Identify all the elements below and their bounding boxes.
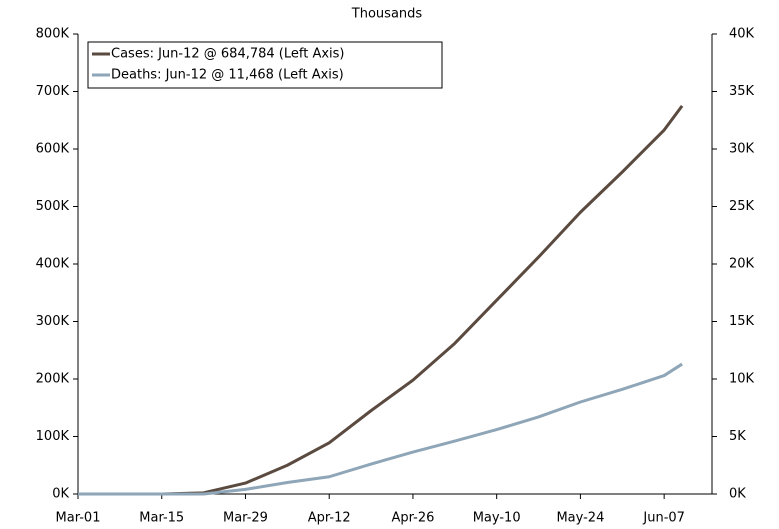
x-tick-label: Jun-07 [642,511,685,526]
legend-label: Deaths: Jun-12 @ 11,468 (Left Axis) [111,68,344,83]
y2-tick-label: 25K [729,199,755,214]
y-tick-label: 400K [36,257,70,272]
chart-title: Thousands [351,7,423,22]
x-tick-label: Apr-26 [391,511,434,526]
legend-label: Cases: Jun-12 @ 684,784 (Left Axis) [111,47,345,62]
y-tick-label: 300K [36,314,70,329]
y-tick-label: 0K [52,487,69,502]
y-tick-label: 100K [36,429,70,444]
x-tick-label: Mar-29 [223,511,268,526]
x-tick-label: Mar-15 [139,511,184,526]
y2-tick-label: 10K [729,372,755,387]
y-tick-label: 800K [36,27,70,42]
y2-tick-label: 35K [729,84,755,99]
series-line [78,104,684,496]
y-tick-label: 600K [36,142,70,157]
y-tick-label: 500K [36,199,70,214]
series-line [78,362,683,496]
y-tick-label: 200K [36,372,70,387]
x-tick-label: Apr-12 [308,511,351,526]
y2-tick-label: 20K [729,257,755,272]
x-tick-label: Mar-01 [56,511,101,526]
y2-tick-label: 30K [729,142,755,157]
y-tick-label: 700K [36,84,70,99]
x-tick-label: May-10 [473,511,521,526]
legend-box [87,41,443,89]
y2-tick-label: 0K [729,487,746,502]
x-tick-label: May-24 [556,511,604,526]
y2-tick-label: 15K [729,314,755,329]
y2-tick-label: 40K [729,27,755,42]
y2-tick-label: 5K [729,429,746,444]
